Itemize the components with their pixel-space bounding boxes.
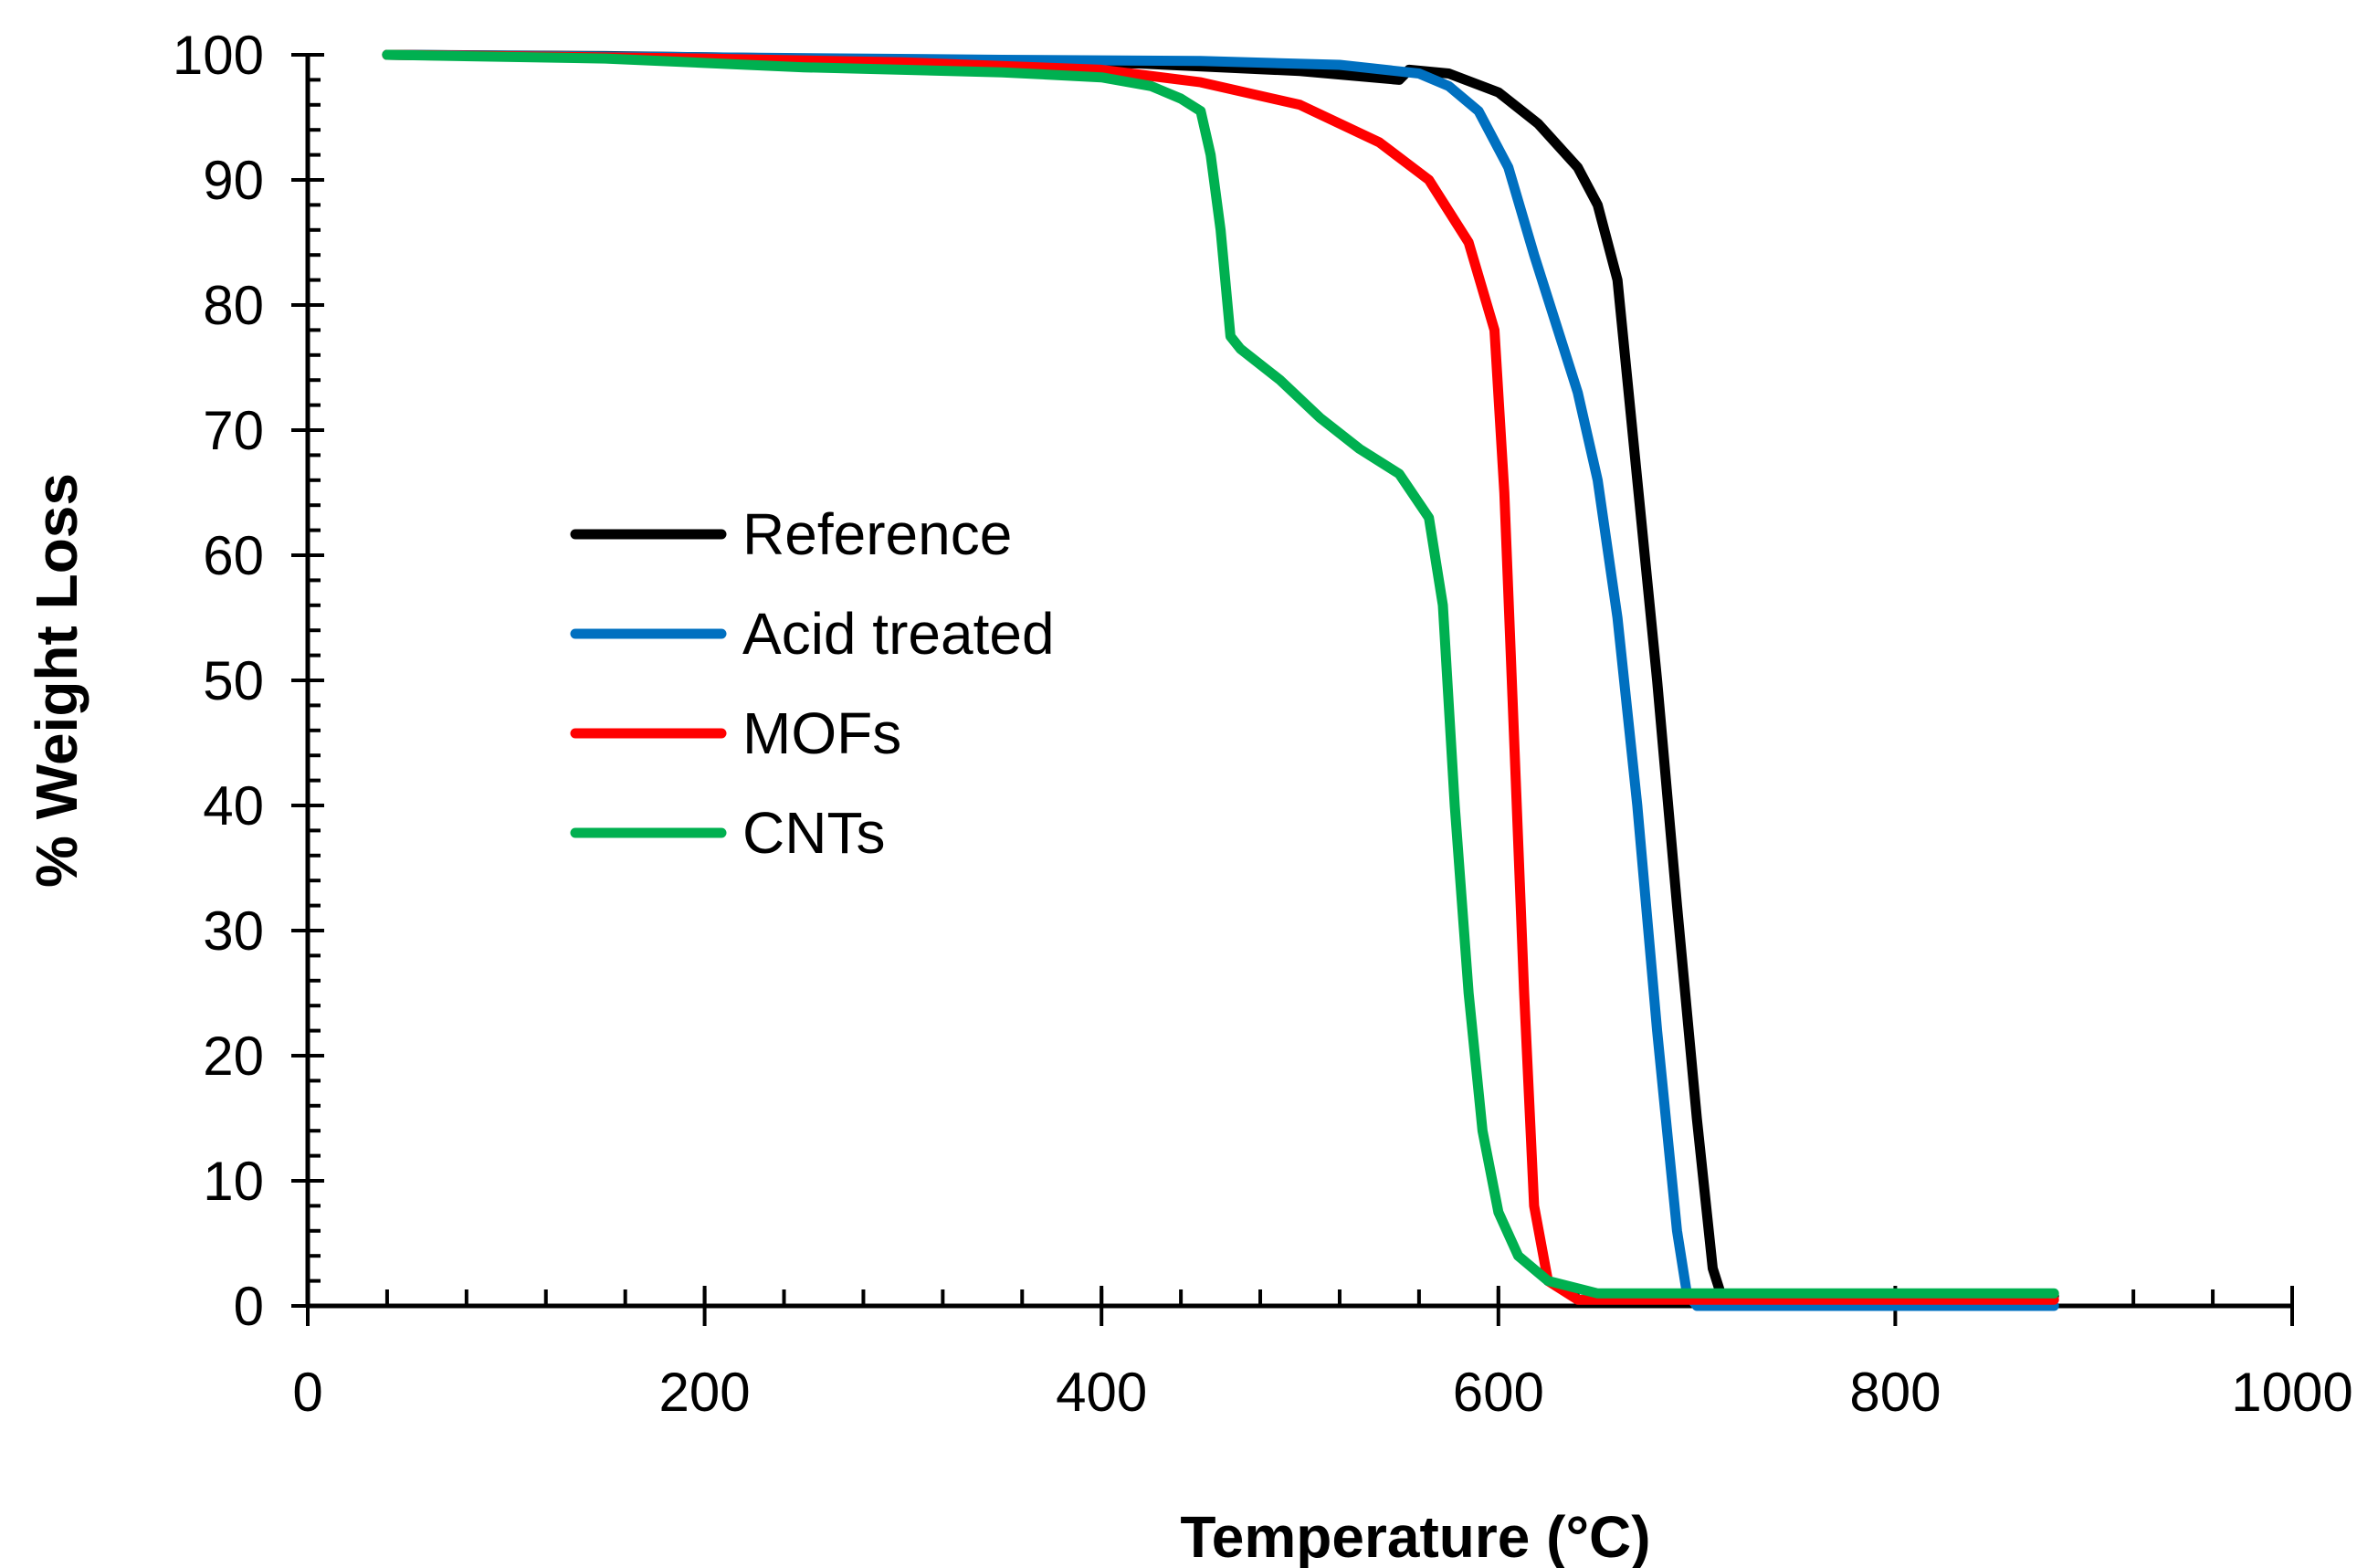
- y-tick-label: 20: [203, 1026, 264, 1087]
- plot-series: [382, 49, 2059, 1311]
- y-axis: 0 10 20 30 40 50 60 70 80 90 100: [173, 25, 324, 1337]
- x-tick-label: 800: [1849, 1362, 1941, 1423]
- legend-label-mofs: MOFs: [742, 700, 901, 766]
- y-tick-label: 80: [203, 275, 264, 336]
- x-tick-label: 1000: [2231, 1362, 2352, 1423]
- y-tick-label: 10: [203, 1151, 264, 1212]
- y-tick-label: 0: [234, 1276, 264, 1337]
- x-tick-label: 200: [659, 1362, 751, 1423]
- legend-label-acid-treated: Acid treated: [742, 601, 1055, 667]
- y-tick-label: 60: [203, 525, 264, 586]
- y-tick-label: 90: [203, 150, 264, 211]
- x-tick-label: 400: [1056, 1362, 1147, 1423]
- x-tick-label: 0: [292, 1362, 322, 1423]
- y-tick-label: 40: [203, 775, 264, 837]
- y-tick-label: 100: [173, 25, 264, 86]
- x-tick-label: 600: [1453, 1362, 1544, 1423]
- legend-label-reference: Reference: [742, 501, 1012, 567]
- series-line-acid-treated: [382, 49, 2059, 1311]
- y-tick-label: 70: [203, 400, 264, 461]
- y-axis-title: % Weight Loss: [24, 473, 89, 888]
- x-axis-title: Temperature (°C): [1180, 1504, 1650, 1568]
- series-line-cnts: [382, 49, 2059, 1299]
- legend: Reference Acid treated MOFs CNTs: [570, 501, 1055, 866]
- y-tick-label: 30: [203, 900, 264, 962]
- series-line-reference: [382, 49, 2059, 1301]
- legend-label-cnts: CNTs: [742, 800, 885, 866]
- y-tick-label: 50: [203, 650, 264, 711]
